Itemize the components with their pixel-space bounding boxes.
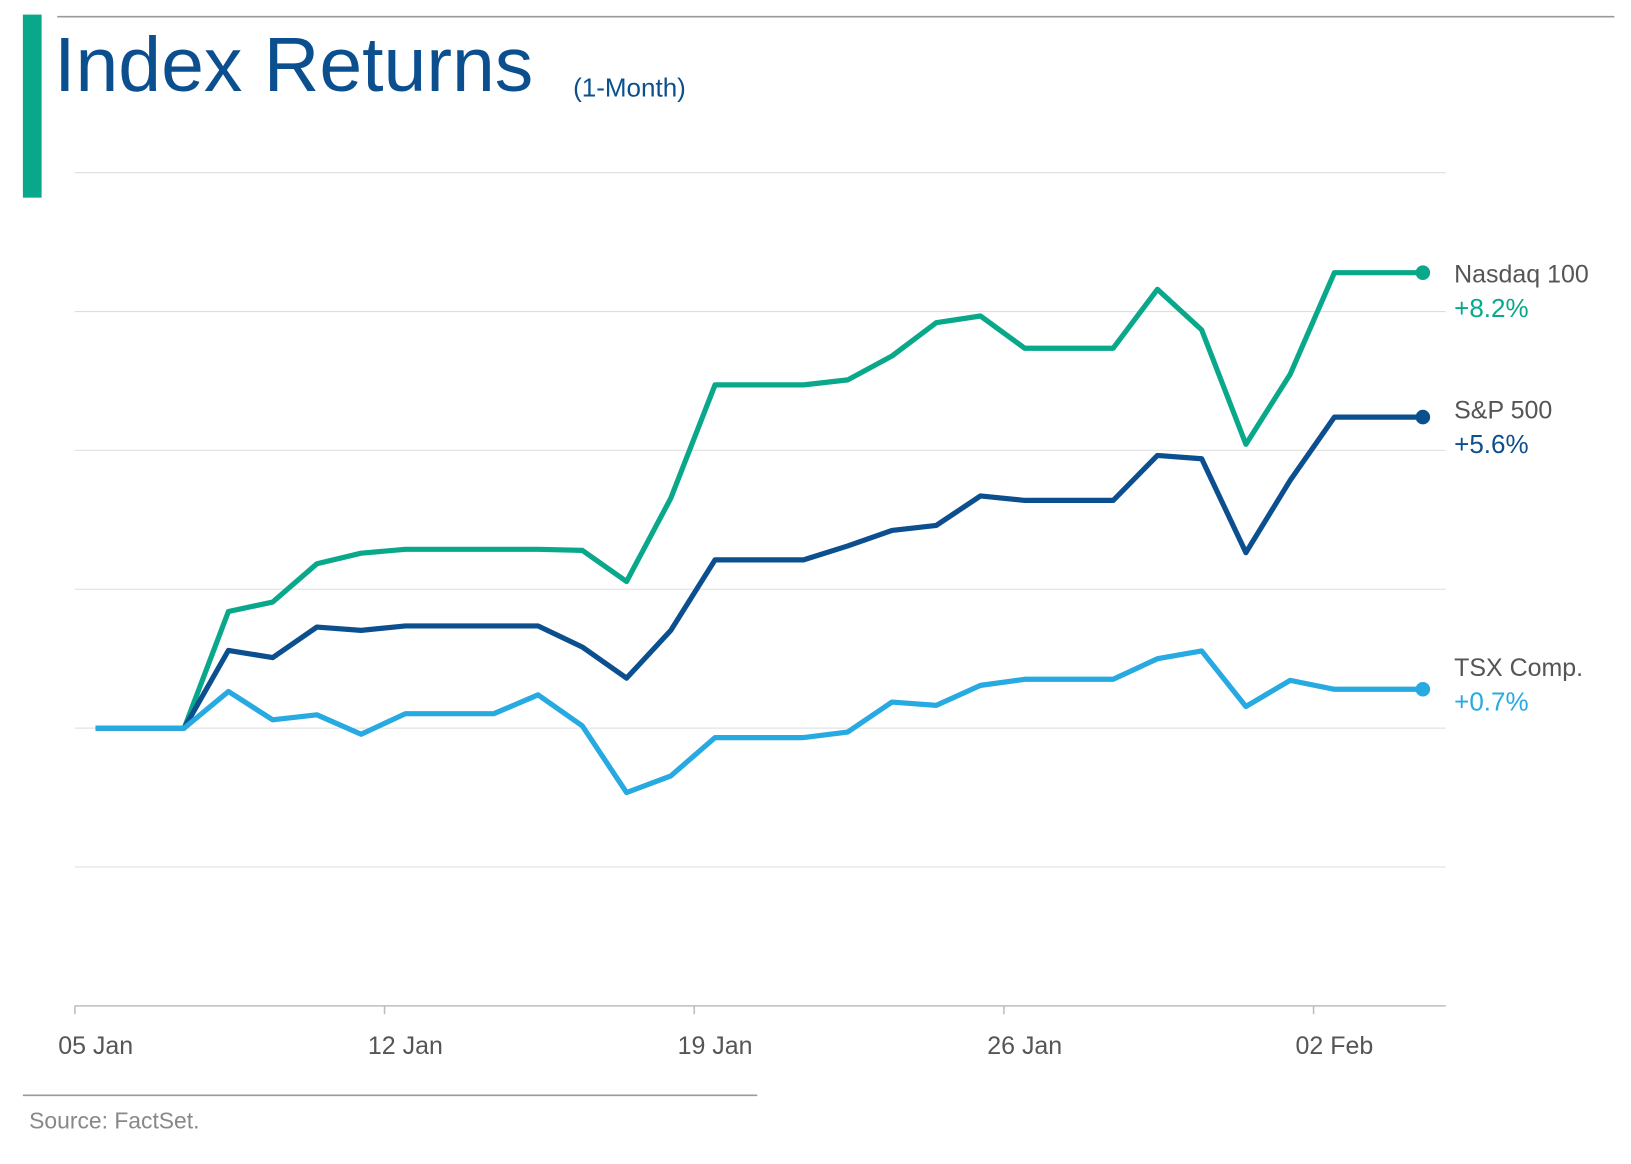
- series-line: [95, 648, 1423, 796]
- end-dot: [1415, 681, 1431, 697]
- series-line: [95, 414, 1423, 731]
- x-tick-label: 05 Jan: [58, 1032, 133, 1060]
- chart-title: Index Returns: [54, 22, 533, 108]
- source-note: Source: FactSet.: [29, 1107, 199, 1133]
- end-dot: [1415, 409, 1431, 425]
- legend-label: S&P 500: [1454, 396, 1552, 424]
- series-line: [95, 270, 1423, 731]
- data-label: +5.6%: [1454, 429, 1528, 459]
- chart-subtitle: (1-Month): [573, 72, 686, 102]
- x-tick-label: 19 Jan: [678, 1032, 753, 1060]
- accent-bar: [22, 14, 42, 198]
- legend-label: TSX Comp.: [1454, 654, 1583, 682]
- end-dot: [1415, 265, 1431, 280]
- data-label: +0.7%: [1454, 687, 1528, 717]
- x-tick-label: 26 Jan: [987, 1032, 1062, 1060]
- x-tick-label: 12 Jan: [368, 1032, 443, 1060]
- data-label: +8.2%: [1454, 293, 1528, 323]
- legend-label: Nasdaq 100: [1454, 260, 1589, 288]
- x-tick-label: 02 Feb: [1296, 1032, 1374, 1060]
